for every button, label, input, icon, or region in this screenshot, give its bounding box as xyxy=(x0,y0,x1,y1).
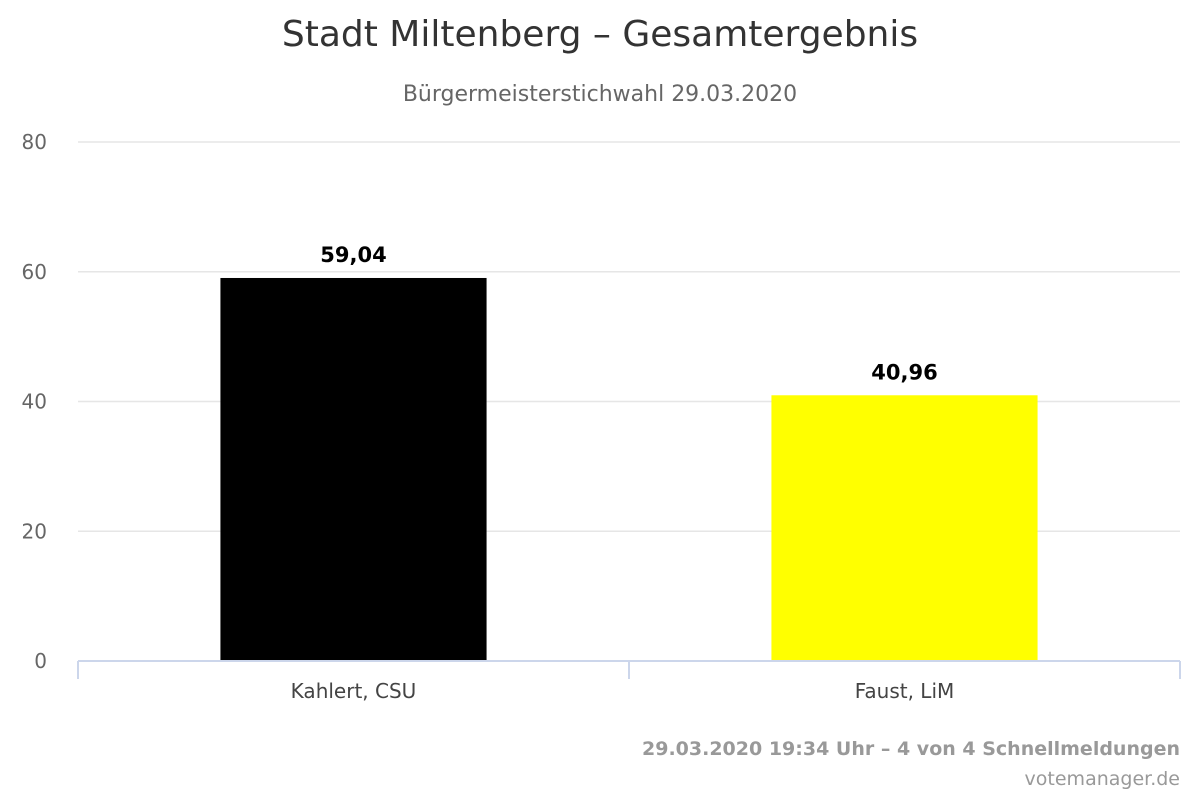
chart-title: Stadt Miltenberg – Gesamtergebnis xyxy=(281,14,919,55)
y-tick-label: 60 xyxy=(22,260,47,284)
bar xyxy=(771,395,1038,661)
bar xyxy=(220,277,487,661)
data-label: 59,04 xyxy=(320,243,386,267)
data-label: 40,96 xyxy=(871,360,937,384)
credit-source[interactable]: votemanager.de xyxy=(1024,768,1180,790)
x-tick-label: Faust, LiM xyxy=(855,679,955,703)
x-tick-label: Kahlert, CSU xyxy=(291,679,417,703)
bars xyxy=(220,277,1038,661)
y-axis-ticks: 0 20 40 60 80 xyxy=(22,130,47,673)
data-labels: 59,04 40,96 xyxy=(320,243,937,384)
credit-status: 29.03.2020 19:34 Uhr – 4 von 4 Schnellme… xyxy=(642,738,1180,760)
x-axis-ticks: Kahlert, CSU Faust, LiM xyxy=(291,679,955,703)
y-tick-label: 80 xyxy=(22,130,47,154)
y-tick-label: 20 xyxy=(22,519,47,543)
x-axis xyxy=(77,660,1181,679)
y-tick-label: 40 xyxy=(22,390,47,414)
chart-subtitle: Bürgermeisterstichwahl 29.03.2020 xyxy=(402,82,798,107)
y-tick-label: 0 xyxy=(34,649,47,673)
